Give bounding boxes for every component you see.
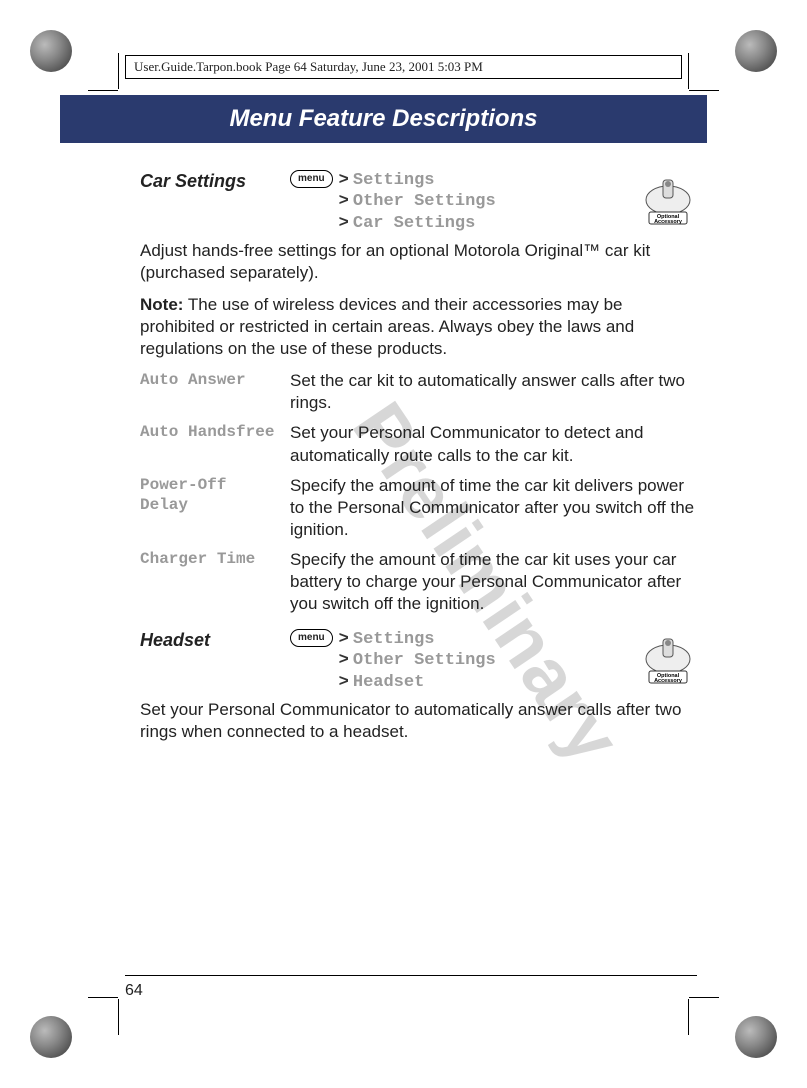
nav-path: menu >Settings >Other Settings >Headset [290, 629, 631, 693]
menu-button-icon: menu [290, 629, 333, 647]
note-label: Note: [140, 295, 183, 314]
note-text: The use of wireless devices and their ac… [140, 295, 634, 358]
crop-mark [688, 999, 689, 1035]
nav-path: menu >Settings >Other Settings >Car Sett… [290, 170, 631, 234]
crop-mark [88, 90, 118, 91]
optional-accessory-icon: Optional Accessory [639, 170, 697, 232]
page-number: 64 [125, 982, 143, 1000]
option-desc: Specify the amount of time the car kit u… [290, 549, 697, 615]
option-desc: Specify the amount of time the car kit d… [290, 475, 697, 541]
page-title: Menu Feature Descriptions [229, 105, 537, 133]
content-area: Car Settings menu >Settings >Other Setti… [140, 170, 697, 753]
frame-header: User.Guide.Tarpon.book Page 64 Saturday,… [125, 55, 682, 79]
crop-mark [88, 997, 118, 998]
option-name: Auto Handsfree [140, 422, 290, 466]
optional-accessory-icon: Optional Accessory [639, 629, 697, 691]
section-header-headset: Headset menu >Settings >Other Settings >… [140, 629, 697, 693]
svg-text:Accessory: Accessory [654, 678, 683, 684]
nav-step: >Other Settings [339, 650, 496, 671]
section-paragraph: Adjust hands-free settings for an option… [140, 240, 697, 284]
title-bar: Menu Feature Descriptions [60, 95, 707, 143]
option-row: Auto Answer Set the car kit to automatic… [140, 370, 697, 414]
crop-mark [689, 90, 719, 91]
option-row: Charger Time Specify the amount of time … [140, 549, 697, 615]
frame-header-text: User.Guide.Tarpon.book Page 64 Saturday,… [134, 59, 483, 74]
crop-mark [689, 997, 719, 998]
nav-step: >Other Settings [339, 191, 496, 212]
corner-ornament-bl [30, 1016, 72, 1058]
section-header-car-settings: Car Settings menu >Settings >Other Setti… [140, 170, 697, 234]
option-row: Auto Handsfree Set your Personal Communi… [140, 422, 697, 466]
option-name: Charger Time [140, 549, 290, 615]
section-title: Headset [140, 629, 290, 652]
menu-button-icon: menu [290, 170, 333, 188]
crop-mark [118, 999, 119, 1035]
options-table: Auto Answer Set the car kit to automatic… [140, 370, 697, 615]
section-paragraph: Set your Personal Communicator to automa… [140, 699, 697, 743]
option-desc: Set your Personal Communicator to detect… [290, 422, 697, 466]
option-row: Power-Off Delay Specify the amount of ti… [140, 475, 697, 541]
option-name: Auto Answer [140, 370, 290, 414]
section-title: Car Settings [140, 170, 290, 193]
svg-text:Accessory: Accessory [654, 219, 683, 225]
corner-ornament-tr [735, 30, 777, 72]
nav-step: >Settings [339, 629, 496, 650]
section-note: Note: The use of wireless devices and th… [140, 294, 697, 360]
nav-step: >Car Settings [339, 213, 496, 234]
nav-step: >Settings [339, 170, 496, 191]
option-name: Power-Off Delay [140, 475, 290, 541]
crop-mark [118, 53, 119, 89]
option-desc: Set the car kit to automatically answer … [290, 370, 697, 414]
crop-mark [688, 53, 689, 89]
footer-rule [125, 975, 697, 976]
corner-ornament-tl [30, 30, 72, 72]
corner-ornament-br [735, 1016, 777, 1058]
nav-step: >Headset [339, 672, 496, 693]
